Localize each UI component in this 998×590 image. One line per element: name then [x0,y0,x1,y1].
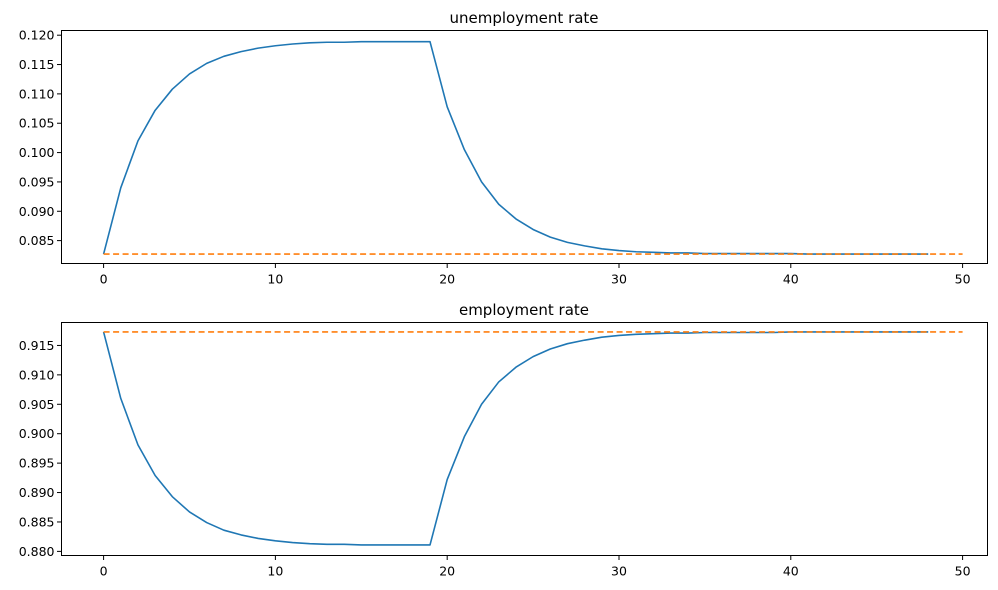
x-tick-label: 30 [611,272,627,287]
y-tick-label: 0.910 [19,367,55,382]
x-tick-label: 20 [439,564,455,579]
subplot-employment: employment rate 0 10 20 30 40 50 0.880 0.885 0.8… [19,301,988,579]
x-tick-label: 10 [267,564,283,579]
axes-frame [61,322,988,556]
x-tick-label: 40 [783,272,799,287]
subplot-unemployment: unemployment rate 0 10 20 30 40 500.0850.0900… [19,9,988,287]
chart-title: unemployment rate [449,9,598,27]
y-tick-label: 0.090 [19,204,55,219]
plot-area [102,331,963,546]
x-tick-label: 10 [267,272,283,287]
series-line [102,40,929,255]
plot-area [102,40,963,255]
y-tick-label: 0.890 [19,485,55,500]
x-tick-label: 20 [439,272,455,287]
y-tick-label: 0.095 [19,174,55,189]
axes: 0 10 20 30 40 50 0.085 0.090 0.095 0.100 0.105 0.11… [19,28,971,287]
y-tick-label: 0.895 [19,456,55,471]
chart-title: employment rate [459,301,589,319]
axes: 0 10 20 30 40 50 0.880 0.885 0.890 0.895 0.900 0.90… [19,338,971,579]
y-tick-label: 0.105 [19,116,55,131]
y-tick-label: 0.900 [19,426,55,441]
y-tick-label: 0.110 [19,86,55,101]
y-tick-label: 0.120 [19,28,55,43]
y-tick-label: 0.100 [19,145,55,160]
x-tick-label: 0 [100,564,108,579]
x-tick-label: 40 [783,564,799,579]
axes-frame [61,30,988,264]
y-tick-label: 0.885 [19,514,55,529]
series-line [102,331,929,546]
x-tick-label: 30 [611,564,627,579]
y-tick-label: 0.880 [19,544,55,559]
x-tick-label: 50 [955,272,971,287]
y-tick-label: 0.115 [19,57,55,72]
y-tick-label: 0.915 [19,338,55,353]
x-tick-label: 0 [100,272,108,287]
y-tick-label: 0.905 [19,397,55,412]
y-tick-label: 0.085 [19,233,55,248]
x-tick-label: 50 [955,564,971,579]
